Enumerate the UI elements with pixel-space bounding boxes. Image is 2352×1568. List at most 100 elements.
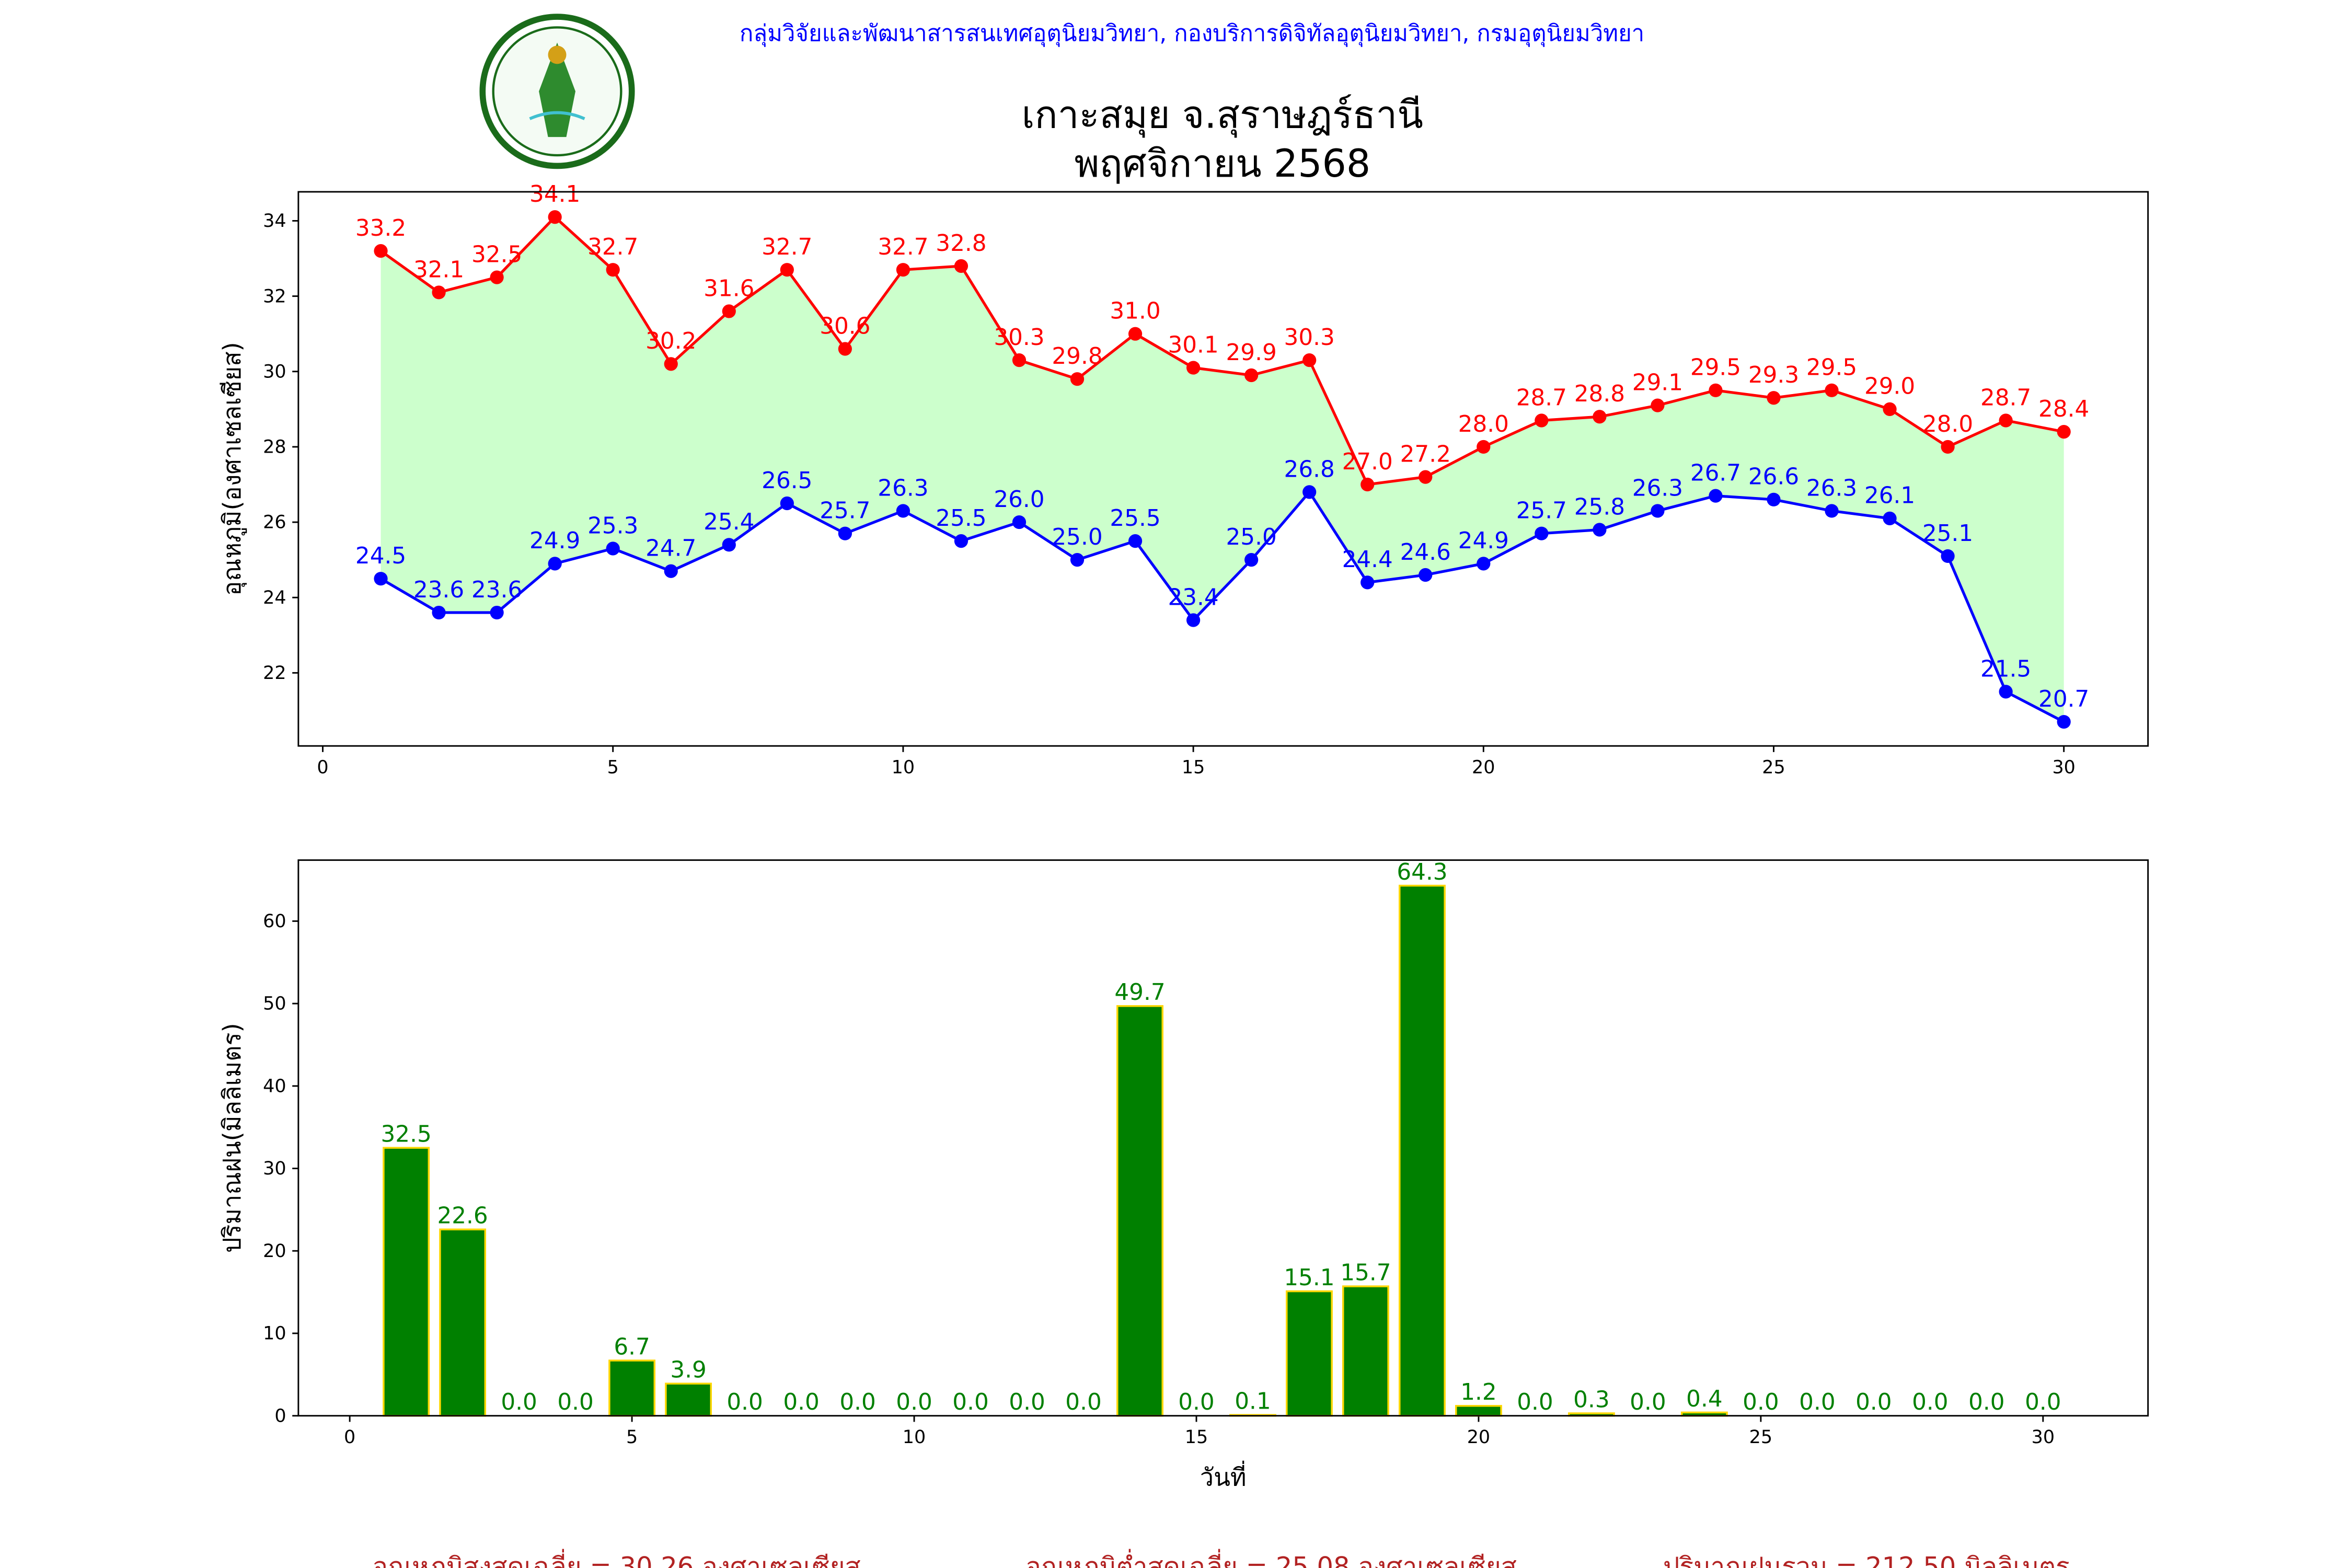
rain-label: 0.0	[1009, 1389, 1045, 1415]
max-temp-label: 29.8	[1052, 343, 1102, 370]
min-temp-point	[432, 605, 446, 620]
max-temp-label: 30.3	[994, 324, 1044, 351]
min-temp-label: 24.5	[355, 543, 406, 569]
max-temp-point	[1593, 410, 1607, 424]
y-tick-label: 40	[263, 1076, 286, 1097]
max-temp-label: 30.3	[1284, 324, 1335, 351]
rain-label: 0.0	[1799, 1389, 1835, 1415]
plot-frame	[297, 191, 2149, 747]
max-temp-label: 29.5	[1806, 354, 1857, 381]
min-temp-point	[954, 534, 969, 548]
min-temp-point	[2057, 714, 2071, 729]
max-temp-point	[432, 285, 446, 299]
rain-bar	[1399, 884, 1446, 1417]
min-temp-label: 24.7	[645, 535, 696, 562]
max-temp-label: 28.7	[1516, 384, 1567, 411]
rain-bar	[1116, 1005, 1163, 1417]
rain-label: 32.5	[381, 1121, 432, 1147]
temperature-chart: 0 5 10 15 20 25 30 22 24 26 28 30 32 34 อุณหภูมิ(องศาเ…	[218, 181, 2149, 778]
rain-label: 22.6	[437, 1203, 488, 1229]
min-temp-point	[1186, 613, 1201, 627]
min-temp-point	[490, 605, 504, 620]
min-temp-label: 26.3	[878, 475, 928, 501]
max-temp-label: 31.0	[1110, 298, 1160, 325]
min-temp-point	[1825, 504, 1839, 518]
y-tick-label: 34	[263, 211, 286, 232]
min-temp-label: 23.6	[471, 577, 522, 603]
min-temp-point	[722, 538, 736, 552]
max-temp-point	[1244, 368, 1259, 383]
min-temp-point	[1244, 553, 1259, 567]
rain-bar	[439, 1228, 487, 1417]
x-tick-label: 30	[2052, 757, 2075, 778]
total-rainfall: ปริมาณฝนรวม = 212.50 มิลลิเมตร	[1663, 1552, 2070, 1568]
rain-label: 0.1	[1235, 1388, 1271, 1415]
max-temp-label: 29.5	[1690, 354, 1741, 381]
max-temp-point	[896, 263, 910, 277]
max-temp-label: 29.0	[1864, 373, 1915, 400]
rain-label: 0.0	[839, 1389, 875, 1415]
x-tick-label: 10	[903, 1427, 926, 1448]
max-temp-point	[1767, 391, 1781, 405]
rain-label: 0.0	[1065, 1389, 1101, 1415]
rain-label: 64.3	[1397, 859, 1447, 885]
min-temp-label: 26.3	[1806, 475, 1857, 501]
x-tick-label: 0	[344, 1427, 355, 1448]
rain-label: 0.4	[1686, 1386, 1722, 1412]
rain-label: 0.0	[952, 1389, 988, 1415]
min-temp-point	[1477, 557, 1491, 571]
min-temp-label: 24.9	[1458, 527, 1509, 554]
rain-label: 0.0	[1855, 1389, 1892, 1415]
min-temp-label: 25.4	[704, 509, 754, 535]
max-temp-point	[1128, 327, 1143, 341]
rain-label: 0.0	[2025, 1389, 2061, 1415]
temperature-range-fill	[381, 217, 2064, 722]
min-temp-point	[1767, 492, 1781, 506]
plot-frame	[297, 859, 2149, 1417]
max-temp-point	[606, 263, 620, 277]
y-tick-label: 28	[263, 437, 286, 458]
rain-label: 1.2	[1460, 1379, 1496, 1405]
rain-label: 0.0	[1743, 1389, 1779, 1415]
min-temp-point	[1651, 504, 1665, 518]
rain-label: 0.0	[557, 1389, 593, 1415]
min-temp-label: 23.6	[413, 577, 464, 603]
min-temp-point	[1302, 485, 1317, 499]
min-temp-point	[1999, 685, 2013, 699]
max-temp-label: 28.0	[1922, 411, 1973, 437]
y-tick-label: 22	[263, 663, 286, 684]
max-temp-label: 32.7	[878, 234, 928, 260]
max-temp-point	[374, 244, 388, 258]
rain-label: 0.0	[1968, 1389, 2004, 1415]
x-tick-label: 20	[1472, 757, 1495, 778]
min-temp-point	[1012, 515, 1027, 529]
x-tick-label: 25	[1762, 757, 1785, 778]
min-temp-label: 25.5	[1110, 505, 1160, 532]
max-temp-label: 32.5	[471, 241, 522, 268]
min-temp-line	[380, 490, 2065, 723]
chart-title-line1: เกาะสมุย จ.สุราษฎร์ธานี	[1022, 93, 1423, 139]
min-temp-label: 25.7	[820, 498, 870, 524]
min-temp-point	[1070, 553, 1085, 567]
min-temp-label: 25.8	[1574, 493, 1625, 520]
max-temp-point	[1709, 383, 1723, 397]
y-tick-label: 60	[263, 911, 286, 932]
logo	[479, 14, 635, 169]
rain-label: 15.1	[1284, 1264, 1334, 1291]
rain-label: 0.0	[501, 1389, 537, 1415]
min-temp-point	[1883, 511, 1897, 525]
rain-bar	[383, 1147, 430, 1417]
x-tick-label: 30	[2032, 1427, 2055, 1448]
x-tick-label: 15	[1185, 1427, 1208, 1448]
max-temp-point	[722, 304, 736, 318]
min-temp-label: 26.3	[1632, 475, 1683, 501]
max-temp-point	[1186, 361, 1201, 375]
rain-label: 0.0	[1517, 1389, 1553, 1415]
min-temp-point	[548, 557, 562, 571]
rain-label: 49.7	[1114, 979, 1165, 1006]
y-tick-label: 50	[263, 994, 286, 1014]
rain-label: 0.0	[727, 1389, 763, 1415]
y-tick-label: 0	[274, 1405, 286, 1426]
min-temp-point	[1128, 534, 1143, 548]
max-temp-label: 27.0	[1342, 448, 1393, 475]
